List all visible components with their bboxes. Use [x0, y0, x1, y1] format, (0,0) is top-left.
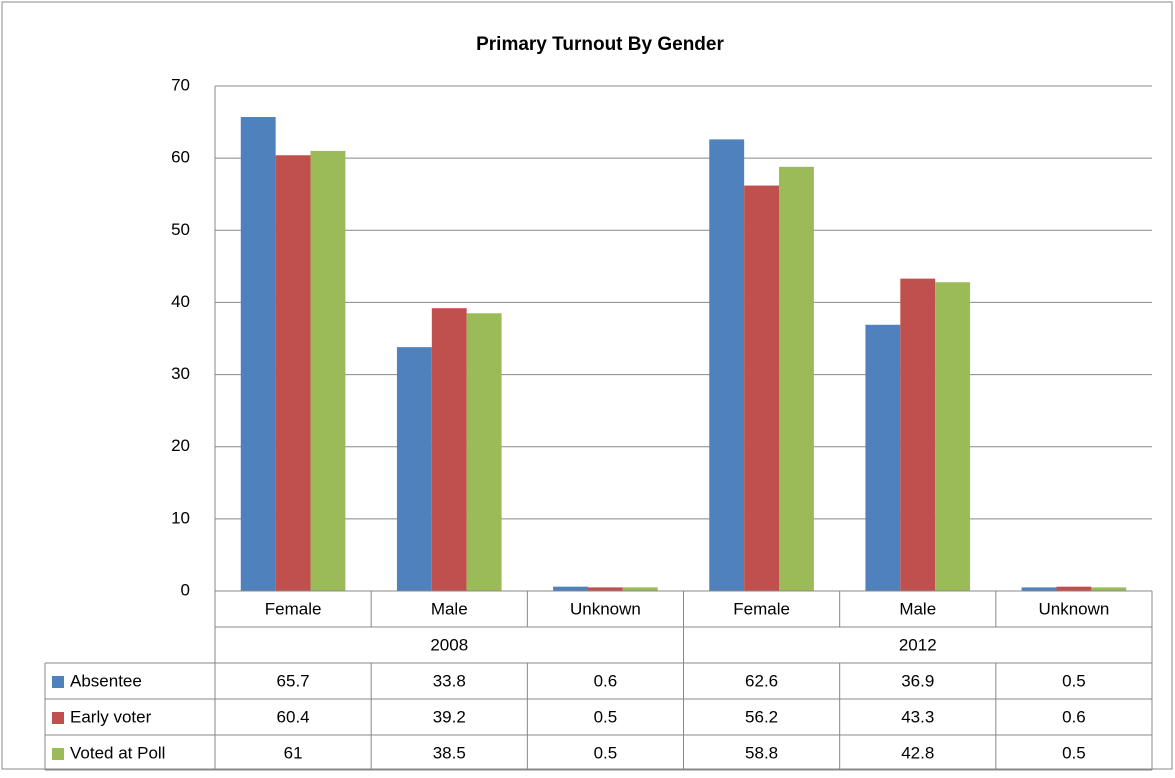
x-tick-label: Male: [899, 599, 936, 618]
y-tick-label: 60: [171, 148, 190, 167]
x-tick-label: Unknown: [1038, 599, 1109, 618]
y-tick-label: 30: [171, 364, 190, 383]
legend-key: [52, 676, 64, 688]
table-value: 0.5: [1062, 671, 1086, 690]
table-value: 0.6: [1062, 707, 1086, 726]
x-tick-label: Male: [431, 599, 468, 618]
legend-label: Early voter: [70, 707, 152, 726]
y-tick-label: 70: [171, 75, 190, 94]
group-label: 2012: [899, 635, 937, 654]
table-value: 42.8: [901, 743, 934, 762]
table-value: 58.8: [745, 743, 778, 762]
table-value: 0.5: [594, 707, 618, 726]
bar: [622, 587, 658, 591]
bar: [935, 282, 971, 591]
bar: [396, 347, 432, 591]
legend-key: [52, 748, 64, 760]
table-value: 0.6: [594, 671, 618, 690]
bar: [466, 313, 502, 591]
table-value: 38.5: [433, 743, 466, 762]
bar: [1021, 587, 1057, 591]
x-tick-label: Female: [265, 599, 322, 618]
legend-label: Voted at Poll: [70, 743, 165, 762]
table-value: 43.3: [901, 707, 934, 726]
table-value: 36.9: [901, 671, 934, 690]
bar: [709, 139, 745, 591]
x-tick-label: Unknown: [570, 599, 641, 618]
bar: [275, 155, 311, 591]
y-tick-label: 50: [171, 220, 190, 239]
bar: [587, 587, 623, 591]
group-label: 2008: [430, 635, 468, 654]
chart-title: Primary Turnout By Gender: [476, 34, 724, 55]
table-value: 60.4: [277, 707, 310, 726]
y-tick-label: 20: [171, 436, 190, 455]
y-tick-label: 10: [171, 508, 190, 527]
bar: [1056, 586, 1092, 591]
table-value: 62.6: [745, 671, 778, 690]
table-value: 56.2: [745, 707, 778, 726]
table-value: 61: [284, 743, 303, 762]
table-value: 39.2: [433, 707, 466, 726]
legend-label: Absentee: [70, 671, 142, 690]
bar: [1091, 587, 1127, 591]
legend-key: [52, 712, 64, 724]
x-tick-label: Female: [733, 599, 790, 618]
bar: [310, 150, 346, 591]
bar: [779, 166, 814, 592]
bar: [240, 117, 276, 592]
table-value: 0.5: [1062, 743, 1086, 762]
table-value: 33.8: [433, 671, 466, 690]
bar: [431, 308, 467, 591]
y-tick-label: 0: [181, 580, 190, 599]
table-value: 65.7: [277, 671, 310, 690]
bar: [865, 324, 901, 591]
bar: [553, 586, 588, 591]
y-tick-label: 40: [171, 292, 190, 311]
bar: [744, 185, 780, 592]
table-value: 0.5: [594, 743, 618, 762]
bar: [900, 278, 936, 591]
